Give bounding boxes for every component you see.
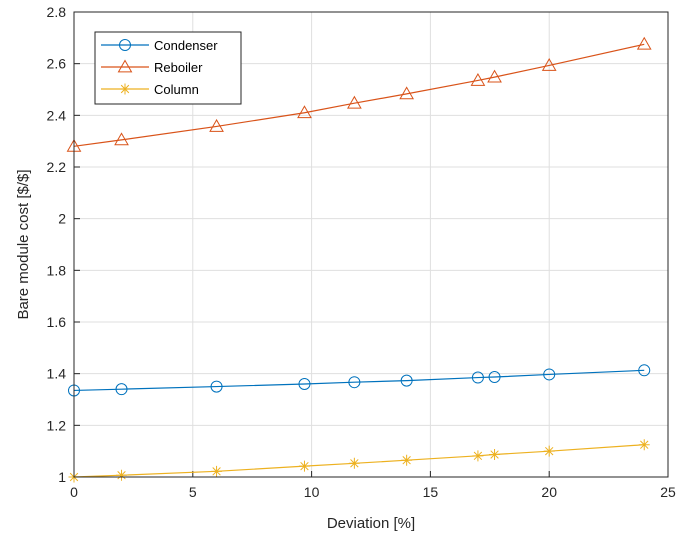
y-tick-label: 1.2 (47, 417, 67, 433)
y-tick-label: 2.8 (47, 4, 67, 20)
legend-item: Column (101, 82, 199, 97)
data-point (210, 380, 223, 393)
x-axis: 0 5 10 15 20 25 (70, 471, 676, 500)
series-group (66, 36, 652, 483)
legend: Condenser Reboiler Column (94, 31, 242, 105)
legend-label: Condenser (154, 38, 218, 53)
data-point (543, 445, 555, 457)
data-point (488, 371, 501, 384)
data-point (638, 439, 650, 451)
data-point (347, 95, 362, 109)
series-condenser (68, 364, 651, 397)
data-point (636, 36, 652, 50)
data-point (116, 469, 128, 481)
y-tick-label: 2 (58, 211, 66, 227)
series-line (73, 43, 645, 147)
legend-label: Reboiler (154, 60, 203, 75)
data-point (400, 374, 413, 387)
data-point (472, 450, 484, 462)
data-point (543, 368, 556, 381)
y-axis: 1 1.2 1.4 1.6 1.8 2 2.2 2.4 2.6 2.8 (47, 4, 80, 485)
x-tick-label: 5 (189, 484, 197, 500)
data-point (638, 364, 651, 377)
y-tick-label: 2.2 (47, 159, 67, 175)
data-point (348, 457, 360, 469)
data-point (541, 57, 557, 71)
x-axis-label: Deviation [%] (327, 515, 415, 532)
y-tick-label: 1.6 (47, 314, 67, 330)
y-tick-label: 2.6 (47, 56, 67, 72)
x-tick-label: 15 (423, 484, 439, 500)
data-point (489, 449, 501, 461)
legend-item: Condenser (101, 38, 218, 53)
data-point (117, 59, 133, 73)
data-point (487, 69, 502, 83)
data-point (209, 118, 224, 132)
data-point (399, 86, 415, 100)
series-line (73, 444, 645, 478)
data-point (298, 460, 310, 472)
y-tick-label: 1.4 (47, 366, 67, 382)
x-tick-label: 10 (304, 484, 320, 500)
y-tick-label: 1.8 (47, 262, 67, 278)
plot-frame (73, 11, 669, 478)
data-point (119, 39, 131, 51)
data-point (114, 132, 129, 146)
data-point (115, 383, 128, 396)
legend-label: Column (154, 82, 199, 97)
y-tick-label: 2.4 (47, 107, 67, 123)
data-point (470, 72, 486, 86)
x-tick-label: 0 (70, 484, 78, 500)
data-point (297, 105, 312, 119)
x-tick-label: 25 (660, 484, 676, 500)
y-tick-label: 1 (58, 469, 66, 485)
grid (73, 11, 669, 478)
series-reboiler (66, 36, 652, 152)
legend-item: Reboiler (101, 59, 203, 75)
y-axis-label: Bare module cost [$/$] (15, 169, 32, 319)
data-point (298, 378, 311, 390)
data-point (401, 454, 413, 466)
x-tick-label: 20 (541, 484, 557, 500)
data-point (471, 371, 484, 384)
data-point (211, 465, 223, 477)
series-line (73, 369, 645, 392)
data-point (119, 83, 131, 95)
data-point (348, 376, 361, 389)
